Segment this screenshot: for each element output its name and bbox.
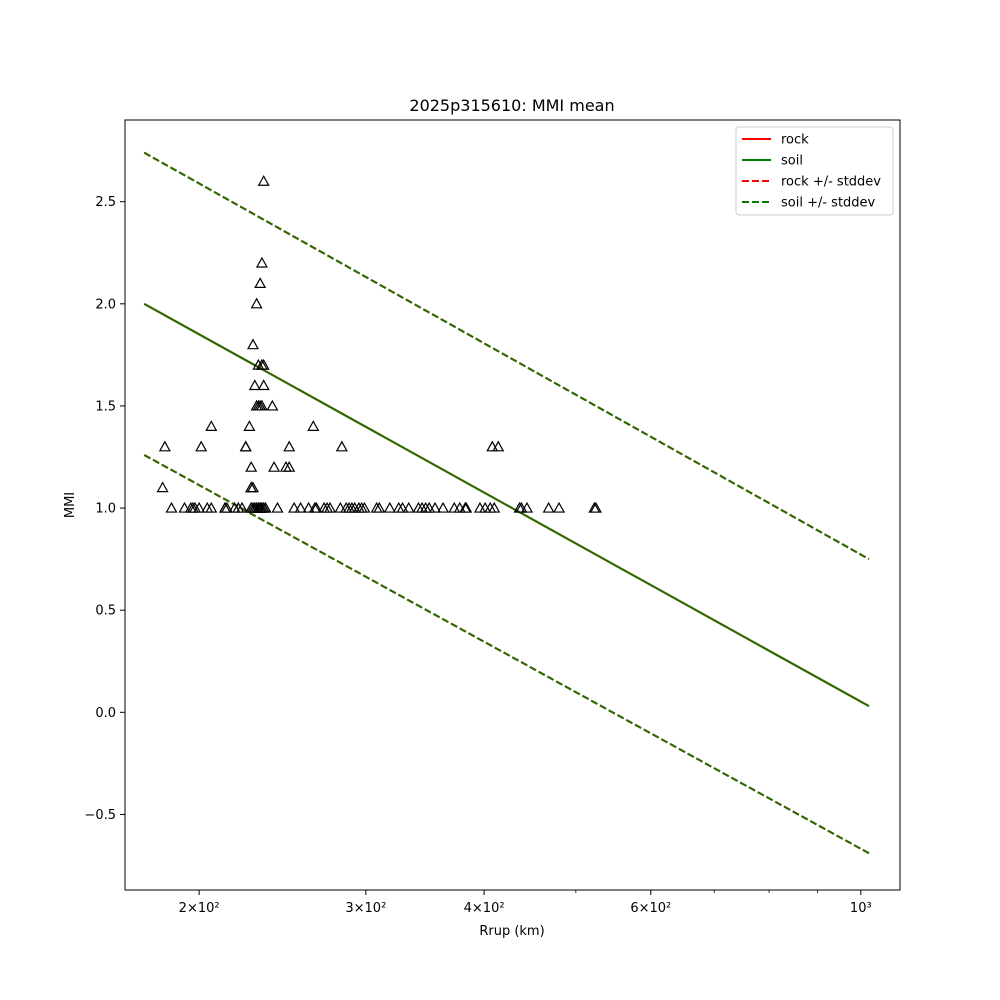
data-point [245, 481, 258, 493]
data-point [246, 481, 260, 493]
data-point [302, 501, 315, 513]
data-point [252, 399, 265, 411]
data-point [479, 501, 492, 513]
series-line-soil-1 [143, 302, 870, 708]
data-point [288, 501, 301, 513]
data-point [259, 501, 272, 513]
legend-label: soil +/- stddev [781, 196, 876, 211]
data-point [358, 501, 371, 513]
data-point [589, 501, 602, 513]
y-tick-label: 2.0 [95, 297, 116, 312]
data-point [245, 460, 258, 472]
data-point [488, 501, 501, 513]
x-tick-label: 3×10² [345, 901, 386, 916]
data-point [486, 440, 499, 452]
data-point [402, 501, 415, 513]
series-line-soil-stddev-5 [143, 454, 870, 855]
x-axis-label: Rrup (km) [479, 924, 544, 939]
data-point [542, 501, 555, 513]
data-point [473, 501, 486, 513]
data-point [271, 501, 284, 513]
data-point [553, 501, 566, 513]
data-point [429, 501, 442, 513]
data-point [283, 460, 296, 472]
data-point [239, 440, 252, 452]
data-point [257, 175, 270, 186]
data-point [219, 501, 232, 513]
data-point [324, 501, 337, 513]
chart-title: 2025p315610: MMI mean [409, 96, 614, 115]
data-point [266, 399, 279, 411]
y-tick-label: 0.0 [95, 706, 116, 721]
data-point [307, 420, 320, 431]
data-point [245, 501, 258, 513]
data-point [186, 501, 199, 513]
data-point [373, 501, 386, 513]
data-point [396, 501, 409, 513]
data-point [232, 501, 245, 513]
data-point [310, 501, 323, 513]
data-point [294, 501, 307, 513]
data-point [195, 440, 208, 452]
data-point [423, 501, 436, 513]
data-point [254, 399, 267, 411]
data-point [205, 501, 218, 513]
data-point [250, 297, 263, 309]
data-point [245, 481, 258, 493]
data-point [205, 420, 218, 431]
y-tick-label: 1.0 [95, 502, 116, 517]
legend-label: rock +/- stddev [781, 175, 881, 190]
plot-lines [143, 151, 870, 855]
legend-label: soil [781, 154, 803, 169]
x-axis-ticks: 2×10² 3×10² 4×10² 6×10² 10³ [179, 890, 872, 916]
data-point [520, 501, 534, 513]
y-axis-label: MMI [63, 492, 78, 518]
x-tick-label: 4×10² [464, 901, 505, 916]
plot-points [156, 175, 602, 513]
data-point [254, 501, 267, 513]
y-tick-label: 0.5 [95, 604, 116, 619]
data-point [254, 277, 267, 288]
data-point [348, 501, 361, 513]
data-point [246, 338, 260, 350]
data-point [492, 440, 505, 452]
data-point [416, 501, 429, 513]
x-tick-label: 2×10² [179, 901, 220, 916]
y-axis-ticks: −0.5 0.0 0.5 1.0 1.5 2.0 2.5 [84, 195, 125, 823]
y-tick-label: −0.5 [84, 808, 116, 823]
data-point [453, 501, 466, 513]
data-point [255, 358, 268, 370]
data-point [334, 501, 347, 513]
data-point [178, 501, 191, 513]
series-line-soil-stddev-4 [143, 151, 870, 560]
data-point [193, 501, 206, 513]
data-point [283, 440, 296, 452]
data-point [437, 501, 450, 513]
x-tick-label: 10³ [850, 901, 872, 916]
data-point [165, 501, 178, 513]
legend: rock soil rock +/- stddev soil +/- stddev [735, 126, 894, 216]
data-point [318, 501, 331, 513]
data-point [158, 440, 171, 452]
plot-area-frame [124, 119, 901, 891]
data-point [259, 501, 272, 513]
data-point [156, 481, 169, 493]
x-tick-label: 6×10² [630, 901, 671, 916]
data-point [257, 379, 270, 391]
data-point [268, 460, 281, 472]
data-point [460, 501, 473, 513]
y-tick-label: 2.5 [95, 195, 116, 210]
data-point [255, 256, 268, 268]
data-point [248, 379, 261, 391]
data-point [383, 501, 396, 513]
data-point [335, 440, 348, 452]
legend-box [735, 126, 894, 216]
data-point [243, 420, 256, 431]
data-point [239, 440, 252, 452]
data-point [513, 501, 526, 513]
y-tick-label: 1.5 [95, 399, 116, 414]
legend-label: rock [781, 133, 809, 148]
